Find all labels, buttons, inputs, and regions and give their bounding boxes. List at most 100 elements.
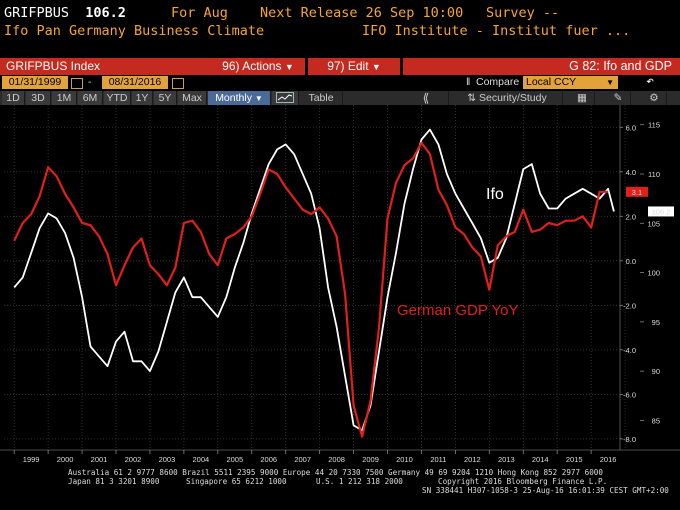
edit-label: 97) Edit (327, 59, 369, 73)
source-name: IFO Institute - Institut fuer ... (362, 23, 631, 39)
x-tick-label: 2002 (125, 455, 142, 464)
x-tick-label: 2003 (159, 455, 176, 464)
range-3d[interactable]: 3D (26, 91, 51, 105)
gdp-tick-label: -8.0 (623, 435, 636, 444)
ticker: GRIFPBUS (4, 5, 70, 21)
security-study-icon: ⇅ (467, 92, 477, 104)
footer-copyright: Copyright 2016 Bloomberg Finance L.P. (438, 477, 608, 486)
compare-icon: ‖ (466, 76, 471, 88)
ifo-axis: 115 110 105 100 95 90 85 (640, 121, 660, 425)
footer-singapore: Singapore 65 6212 1000 (186, 477, 287, 486)
footer-line-1: Australia 61 2 9777 8600 Brazil 5511 239… (68, 468, 603, 477)
date-separator: - (88, 76, 92, 88)
toolbar-range: 1D 3D 1M 6M YTD 1Y 5Y Max Monthly ▼ Tabl… (0, 91, 680, 105)
chart-lines (13, 128, 615, 438)
range-1y[interactable]: 1Y (132, 91, 153, 105)
x-axis: 1999 2000 2001 2002 2003 2004 2005 2006 2007 2008… (13, 450, 617, 464)
chart-labels: Ifo German GDP YoY (397, 186, 518, 319)
actions-button[interactable]: 96) Actions ▼ (211, 58, 305, 75)
x-tick-label: 2014 (532, 455, 549, 464)
toolbar-main: GRIFPBUS Index 96) Actions ▼ 97) Edit ▼ … (0, 58, 680, 75)
frequency-select[interactable]: Monthly ▼ (208, 91, 271, 105)
range-5y[interactable]: 5Y (154, 91, 177, 105)
x-tick-label: 2001 (91, 455, 108, 464)
frequency-value: Monthly (215, 92, 252, 104)
ifo-last-value-text: 106.2 (652, 207, 671, 216)
calendar-icon[interactable] (172, 78, 184, 89)
chart-area: 1999 2000 2001 2002 2003 2004 2005 2006 2007 2008… (0, 105, 680, 465)
ifo-label: Ifo (486, 186, 504, 203)
gdp-tick-label: 6.0 (626, 123, 636, 132)
end-date-field[interactable]: 08/31/2016 (102, 76, 168, 89)
x-tick-label: 2000 (57, 455, 74, 464)
security-study-button[interactable]: ⇅ Security/Study (452, 91, 563, 105)
x-tick-label: 2008 (328, 455, 345, 464)
range-1m[interactable]: 1M (52, 91, 77, 105)
x-tick-label: 2011 (430, 455, 446, 464)
compare-label[interactable]: Compare (476, 76, 520, 88)
security-study-label: Security/Study (479, 92, 547, 104)
survey: Survey -- (486, 5, 560, 21)
actions-label: 96) Actions (222, 59, 282, 73)
gdp-tick-label: -2.0 (623, 301, 636, 310)
chart-title: G 82: Ifo and GDP (569, 59, 672, 73)
index-label[interactable]: GRIFPBUS Index (0, 58, 214, 75)
edit-icon[interactable]: ✎ (606, 91, 631, 105)
ifo-tick-label: 105 (647, 219, 660, 228)
chart-title-bar: G 82: Ifo and GDP (403, 58, 680, 75)
x-tick-label: 2010 (396, 455, 413, 464)
range-1d[interactable]: 1D (2, 91, 25, 105)
last-value: 106.2 (85, 5, 126, 21)
x-tick-label: 2006 (260, 455, 277, 464)
dropdown-arrow-icon: ▼ (254, 94, 263, 103)
footer-us: U.S. 1 212 318 2000 (316, 477, 403, 486)
calendar-icon[interactable] (71, 78, 83, 89)
x-tick-label: 2013 (498, 455, 515, 464)
gdp-tick-label: 0.0 (626, 257, 636, 266)
double-left-arrow-icon[interactable]: ⟪ (404, 91, 449, 105)
x-tick-label: 2015 (566, 455, 583, 464)
edit-button[interactable]: 97) Edit ▼ (308, 58, 400, 75)
x-tick-label: 1999 (23, 455, 40, 464)
ifo-tick-label: 90 (652, 367, 660, 376)
dropdown-arrow-icon: ▼ (606, 78, 614, 87)
gdp-tick-label: 2.0 (626, 212, 636, 221)
gdp-last-value-text: 3.1 (632, 188, 642, 197)
gdp-last-value-tag (626, 186, 648, 197)
gdp-axis: 6.0 4.0 2.0 0.0 -2.0 -4.0 -6.0 -8.0 (620, 123, 636, 444)
currency-value: Local CCY (526, 76, 577, 88)
ifo-tick-label: 95 (652, 318, 660, 327)
gdp-tick-label: -6.0 (623, 390, 636, 399)
currency-select[interactable]: Local CCY ▼ (523, 76, 618, 89)
x-tick-label: 2012 (464, 455, 481, 464)
search-icon[interactable]: ▦ (570, 91, 595, 105)
x-tick-label: 2005 (226, 455, 243, 464)
line-chart-icon[interactable] (272, 91, 299, 105)
x-tick-label: 2007 (294, 455, 311, 464)
gdp-label: German GDP YoY (397, 302, 518, 319)
gdp-series-line (13, 141, 609, 438)
range-max[interactable]: Max (178, 91, 207, 105)
footer-session: SN 338441 H307-1058-3 25-Aug-16 16:01:39… (422, 486, 669, 495)
settings-icon[interactable]: ⚙ (642, 91, 667, 105)
security-description: Ifo Pan Germany Business Climate (4, 23, 265, 39)
x-tick-label: 2009 (362, 455, 379, 464)
table-button[interactable]: Table (300, 91, 343, 105)
ifo-tick-label: 115 (648, 121, 660, 130)
next-release: Next Release 26 Sep 10:00 (260, 5, 464, 21)
index-label-text: GRIFPBUS Index (6, 59, 101, 73)
for-period: For Aug (171, 5, 228, 21)
gdp-tick-label: -4.0 (623, 346, 636, 355)
gdp-tick-label: 4.0 (626, 168, 636, 177)
ifo-tick-label: 100 (647, 269, 660, 278)
start-date-field[interactable]: 01/31/1999 (2, 76, 68, 89)
range-6m[interactable]: 6M (78, 91, 103, 105)
toolbar-dates: 01/31/1999 - 08/31/2016 ‖ Compare Local … (0, 74, 680, 90)
x-tick-label: 2016 (600, 455, 617, 464)
chart-grid (0, 105, 680, 451)
footer-japan: Japan 81 3 3201 8900 (68, 477, 160, 486)
range-ytd[interactable]: YTD (104, 91, 131, 105)
ifo-tick-label: 110 (648, 170, 660, 179)
undo-icon[interactable]: ↶ (646, 74, 654, 89)
ifo-last-value-tag (648, 206, 674, 217)
